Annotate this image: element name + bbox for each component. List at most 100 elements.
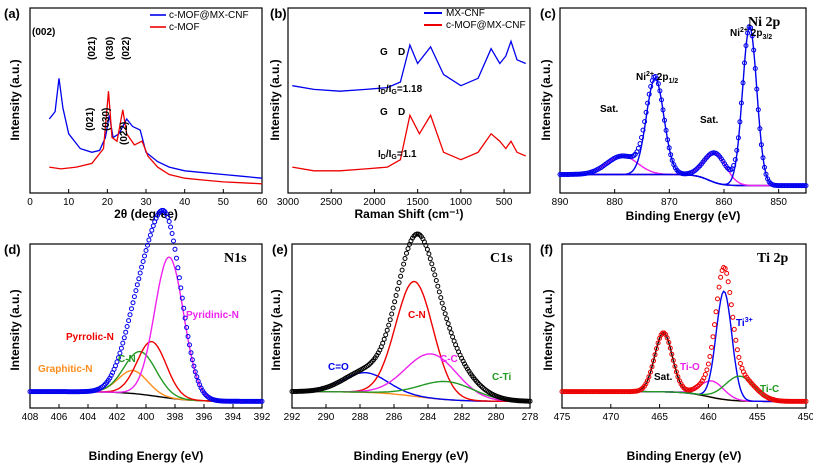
panel-a-xtick-label-5: 50 — [218, 197, 230, 208]
panel-d-envelope-point — [184, 325, 190, 330]
panel-f-envelope-point — [651, 358, 656, 364]
panel-e-envelope-point — [289, 389, 295, 394]
panel-c-envelope-point — [737, 119, 743, 125]
panel-e-envelope-point — [429, 261, 435, 267]
panel-f-envelope-point — [730, 314, 736, 320]
panel-c-envelope-point — [735, 135, 741, 141]
panel-c-envelope-point — [746, 24, 752, 30]
panel-b-series-0 — [292, 39, 526, 92]
panel-d-envelope-point — [120, 340, 126, 346]
panel-c-envelope-point — [794, 183, 800, 189]
panel-e-xtick-label-3: 286 — [386, 412, 403, 423]
panel-c-ylabel: Intensity (a.u.) — [539, 59, 553, 140]
panel-c-envelope-point — [765, 176, 771, 182]
panel-b-series-1 — [292, 113, 526, 172]
panel-b-xtick-label-5: 500 — [496, 197, 513, 208]
panel-f-envelope-point — [733, 337, 739, 343]
panel-c-envelope-point — [557, 172, 563, 177]
panel-e-envelope-point — [368, 360, 374, 366]
panel-d-c-n: C-N — [118, 354, 136, 365]
panel-f-xtick-label-1: 470 — [602, 412, 619, 423]
panel-c-envelope-point — [639, 135, 644, 140]
panel-f-envelope-point — [648, 369, 653, 375]
panel-e-envelope-point — [393, 293, 399, 298]
panel-f-xtick-label-3: 460 — [700, 412, 717, 423]
panel-e-envelope-point — [448, 330, 454, 336]
panel-d-envelope-point — [123, 329, 129, 335]
panel-b-D-top: D — [398, 47, 405, 58]
panel-d-envelope-point — [189, 357, 195, 363]
panel-d-envelope-point — [146, 237, 152, 243]
panel-a-peak-021-bottom: (021) — [85, 108, 96, 131]
panel-a: 0 10 20 30 40 50 60 (a) Intensity (a.u.) 2θ (d… — [4, 6, 268, 221]
panel-d-xtick-label-6: 396 — [196, 412, 213, 423]
panel-f-envelope-point — [709, 344, 714, 350]
panel-d-title: N1s — [224, 251, 247, 266]
panel-c-envelope-point — [646, 91, 652, 97]
panel-e-envelope-point — [386, 322, 392, 328]
panel-f-envelope-point — [617, 389, 623, 395]
panel-c-xtick-label-4: 850 — [770, 197, 787, 208]
panel-e-envelope-point — [405, 246, 411, 252]
panel-d-envelope-point — [174, 255, 179, 261]
panel-b-xtick-label-0: 3000 — [277, 197, 300, 208]
panel-f-envelope-point — [728, 302, 734, 308]
panel-e-envelope-point — [392, 299, 398, 305]
panel-f-envelope-point — [611, 389, 617, 395]
panel-d-envelope-point — [134, 282, 140, 288]
panel-d-envelope-point — [150, 223, 156, 229]
panel-e-frame — [291, 243, 531, 409]
panel-d: 408 406 404 402 400 398 396 394 392 (d) N1s Inte… — [4, 207, 271, 463]
panel-d-label: (d) — [4, 242, 21, 257]
panel-d-envelope-point — [117, 350, 123, 356]
panel-c-envelope-point — [637, 141, 643, 147]
panel-d-envelope-point — [136, 276, 142, 282]
panel-f-envelope-point — [734, 347, 740, 353]
panel-a-ylabel: Intensity (a.u.) — [8, 59, 22, 140]
panel-f-envelope-point — [559, 389, 565, 395]
panel-e-envelope-point — [444, 316, 450, 322]
panel-c-envelope-point — [749, 33, 755, 39]
panel-f-envelope-point — [654, 346, 659, 352]
panel-e-envelope-point — [398, 273, 404, 279]
panel-d-envelope-point — [137, 270, 143, 276]
panel-c-xtick-label-2: 870 — [661, 197, 678, 208]
panel-f-envelope-point — [718, 274, 724, 280]
panel-e-envelope-point — [401, 261, 407, 267]
panel-a-series-1 — [49, 91, 263, 185]
panel-e-c-o: C=O — [328, 362, 349, 373]
panel-f-frame — [561, 243, 807, 409]
panel-c-envelope-point — [757, 126, 763, 132]
panel-f-envelope-point — [737, 361, 743, 366]
panel-c-sat-2: Sat. — [700, 115, 719, 126]
panel-d-envelope-point — [116, 355, 121, 361]
panel-d-frame — [29, 243, 263, 409]
panel-c-envelope-point — [649, 78, 655, 84]
panel-f-ti3plus: Ti3+ — [736, 317, 753, 329]
panel-c-ni-2p12: Ni2+ 2p1/2 — [636, 71, 678, 85]
panel-d-xtick-label-0: 408 — [22, 412, 39, 423]
panel-c-envelope-point — [740, 80, 746, 86]
panel-c-envelope-point — [738, 100, 744, 106]
panel-e-envelope-point — [402, 256, 408, 261]
panel-c-envelope-point — [763, 171, 769, 177]
panel-a-label: (a) — [4, 6, 20, 21]
panel-c-envelope-point — [752, 66, 758, 71]
panel-e-envelope-point — [438, 295, 444, 301]
panel-d-envelope-point — [166, 219, 172, 224]
panel-e-envelope — [289, 231, 533, 404]
panel-e-envelope-point — [381, 336, 387, 342]
panel-e-peak-3 — [292, 380, 530, 402]
panel-f-envelope-point — [710, 334, 716, 340]
panel-c-xtick-label-1: 880 — [606, 197, 623, 208]
panel-d-envelope-point — [27, 389, 33, 395]
panel-e-envelope-point — [407, 241, 412, 247]
panel-c-envelope-point — [560, 172, 566, 177]
panel-d-pyrrolic-n: Pyrrolic-N — [66, 332, 114, 343]
panel-e-envelope-point — [441, 306, 447, 311]
panel-f-envelope-point — [600, 389, 606, 395]
panel-d-envelope-point — [108, 373, 114, 378]
panel-c-envelope-point — [565, 172, 571, 177]
panel-d-envelope-point — [142, 253, 147, 259]
